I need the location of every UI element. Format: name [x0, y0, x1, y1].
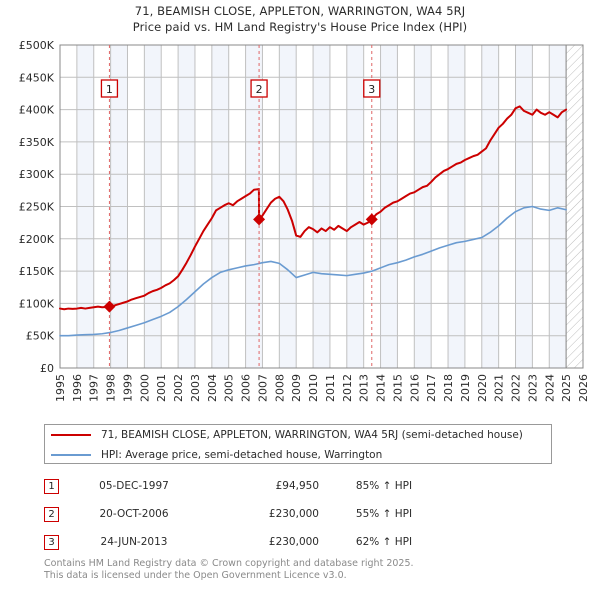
svg-text:2002: 2002: [172, 374, 185, 402]
svg-text:2007: 2007: [256, 374, 269, 402]
svg-text:2022: 2022: [510, 374, 523, 402]
svg-text:£200K: £200K: [19, 233, 55, 246]
svg-text:2019: 2019: [459, 374, 472, 402]
legend-label-hpi: HPI: Average price, semi-detached house,…: [101, 449, 383, 461]
footer-attribution: Contains HM Land Registry data © Crown c…: [44, 558, 564, 582]
legend-item-property: 71, BEAMISH CLOSE, APPLETON, WARRINGTON,…: [45, 425, 551, 445]
footer-line-1: Contains HM Land Registry data © Crown c…: [44, 558, 414, 569]
table-row: 1 05-DEC-1997 £94,950 85% ↑ HPI: [44, 472, 564, 500]
svg-text:1999: 1999: [121, 374, 134, 402]
svg-text:£500K: £500K: [19, 39, 55, 52]
svg-text:1: 1: [106, 83, 113, 96]
title-line-2: Price paid vs. HM Land Registry's House …: [132, 20, 468, 34]
legend-swatch-hpi: [51, 454, 91, 456]
svg-text:2016: 2016: [408, 374, 421, 402]
svg-text:2026: 2026: [577, 374, 590, 402]
svg-text:£300K: £300K: [19, 168, 55, 181]
transaction-price: £230,000: [268, 536, 319, 548]
svg-text:2018: 2018: [442, 374, 455, 402]
svg-text:2015: 2015: [391, 374, 404, 402]
footer-line-2: This data is licensed under the Open Gov…: [44, 570, 347, 581]
svg-text:2024: 2024: [543, 374, 556, 402]
legend-item-hpi: HPI: Average price, semi-detached house,…: [45, 445, 551, 465]
svg-text:2: 2: [256, 83, 263, 96]
svg-text:2005: 2005: [223, 374, 236, 402]
svg-text:2023: 2023: [526, 374, 539, 402]
transaction-hpi-delta: 62% ↑ HPI: [355, 536, 413, 548]
legend-label-property: 71, BEAMISH CLOSE, APPLETON, WARRINGTON,…: [101, 429, 523, 441]
svg-text:2004: 2004: [206, 374, 219, 402]
svg-text:2003: 2003: [189, 374, 202, 402]
svg-text:£100K: £100K: [19, 297, 55, 310]
page-title: 71, BEAMISH CLOSE, APPLETON, WARRINGTON,…: [0, 3, 600, 35]
title-line-1: 71, BEAMISH CLOSE, APPLETON, WARRINGTON,…: [134, 4, 466, 18]
transaction-date: 05-DEC-1997: [99, 480, 169, 492]
svg-text:£50K: £50K: [26, 330, 55, 343]
transaction-date: 24-JUN-2013: [100, 536, 168, 548]
svg-text:2014: 2014: [375, 374, 388, 402]
svg-text:£450K: £450K: [19, 71, 55, 84]
svg-text:1998: 1998: [105, 374, 118, 402]
table-row: 2 20-OCT-2006 £230,000 55% ↑ HPI: [44, 500, 564, 528]
svg-text:£400K: £400K: [19, 104, 55, 117]
table-row: 3 24-JUN-2013 £230,000 62% ↑ HPI: [44, 528, 564, 556]
transaction-price: £94,950: [275, 480, 319, 492]
svg-text:1995: 1995: [54, 374, 67, 402]
svg-text:3: 3: [368, 83, 375, 96]
transaction-badge: 3: [44, 534, 59, 550]
svg-text:2021: 2021: [493, 374, 506, 402]
svg-text:£250K: £250K: [19, 201, 55, 214]
transactions-table: 1 05-DEC-1997 £94,950 85% ↑ HPI 2 20-OCT…: [44, 472, 564, 556]
transaction-badge: 1: [44, 478, 59, 494]
transaction-date: 20-OCT-2006: [99, 508, 169, 520]
svg-text:2008: 2008: [273, 374, 286, 402]
svg-text:2025: 2025: [560, 374, 573, 402]
svg-text:2010: 2010: [307, 374, 320, 402]
svg-text:2011: 2011: [324, 374, 337, 402]
svg-text:£150K: £150K: [19, 265, 55, 278]
svg-text:1996: 1996: [71, 374, 84, 402]
chart-plot-area: £0 £50K £100K £150K £200K £250K £300K £350K £400…: [19, 39, 590, 402]
svg-text:2020: 2020: [476, 374, 489, 402]
svg-text:2000: 2000: [138, 374, 151, 402]
svg-text:2009: 2009: [290, 374, 303, 402]
svg-text:2006: 2006: [240, 374, 253, 402]
transaction-hpi-delta: 85% ↑ HPI: [355, 480, 413, 492]
svg-text:2017: 2017: [425, 374, 438, 402]
legend-swatch-property: [51, 434, 91, 436]
svg-text:1997: 1997: [88, 374, 101, 402]
transaction-badge: 2: [44, 506, 59, 522]
transaction-price: £230,000: [268, 508, 319, 520]
svg-text:2001: 2001: [155, 374, 168, 402]
svg-text:2013: 2013: [358, 374, 371, 402]
transaction-hpi-delta: 55% ↑ HPI: [355, 508, 413, 520]
svg-text:£350K: £350K: [19, 136, 55, 149]
chart-legend: 71, BEAMISH CLOSE, APPLETON, WARRINGTON,…: [44, 424, 552, 464]
svg-text:2012: 2012: [341, 374, 354, 402]
svg-text:£0: £0: [40, 362, 54, 375]
